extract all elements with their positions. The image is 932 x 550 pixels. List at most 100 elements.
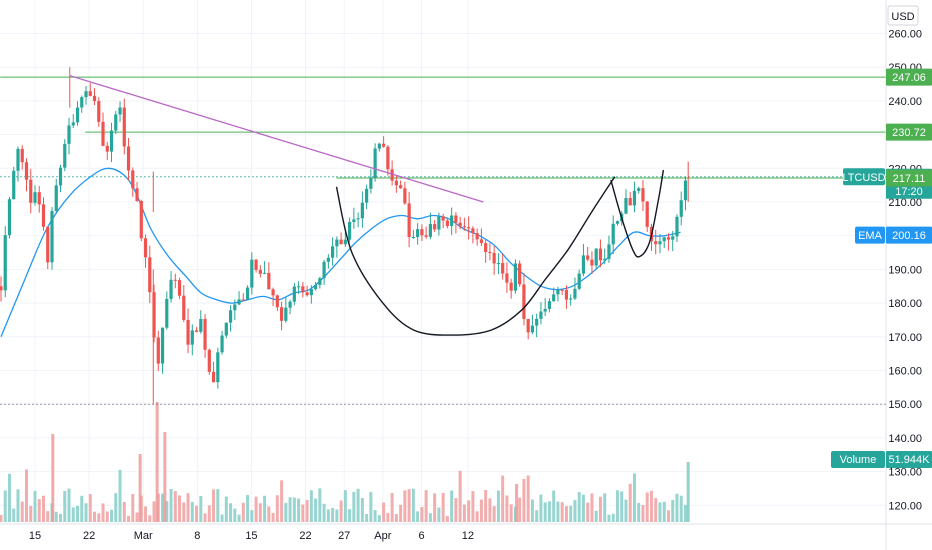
volume-bar — [496, 490, 500, 522]
candle-body — [207, 349, 211, 372]
candle-body — [318, 278, 322, 285]
volume-bar — [203, 513, 207, 522]
candle-body — [467, 227, 471, 229]
candles — [0, 67, 689, 405]
volume-spike — [51, 434, 55, 522]
candle-body — [615, 221, 620, 224]
volume-bar — [467, 500, 471, 522]
candle-body — [577, 273, 581, 289]
volume-bar — [301, 504, 305, 522]
volume-bar — [331, 507, 335, 522]
trendline[interactable] — [69, 75, 484, 203]
candle-body — [267, 272, 271, 290]
price-axis[interactable]: 260.00250.00240.00230.00220.00210.00200.… — [888, 29, 922, 513]
candle-body — [581, 255, 586, 274]
candle-body — [369, 177, 373, 189]
candle-body — [54, 185, 58, 212]
candle-body — [458, 222, 462, 227]
candle-body — [484, 243, 488, 252]
candle-body — [424, 235, 428, 237]
volume-bar — [229, 503, 233, 522]
candle-body — [109, 130, 114, 152]
candle-body — [84, 91, 88, 98]
volume-bar — [607, 514, 611, 522]
candle-body — [488, 251, 492, 253]
handle-curve[interactable] — [610, 169, 665, 258]
candle-body — [148, 257, 152, 293]
candle-body — [118, 107, 122, 115]
volume-bar — [471, 491, 475, 522]
candle-body — [603, 258, 607, 261]
candle-body — [454, 215, 458, 223]
volume-bar — [178, 495, 182, 522]
candle-body — [607, 244, 611, 259]
candle-body — [475, 233, 479, 240]
volume-bar — [611, 513, 615, 522]
candle-body — [683, 180, 688, 201]
candle-body — [509, 282, 513, 291]
candle-body — [382, 143, 386, 147]
candle-body — [24, 162, 29, 180]
volume-bar — [173, 491, 177, 522]
volume-bar — [556, 501, 560, 522]
candle-body — [594, 248, 598, 266]
x-tick-label: 27 — [338, 530, 350, 542]
y-tick-label: 180.00 — [888, 298, 922, 310]
volume-bar — [675, 493, 679, 522]
volume-bar — [224, 496, 228, 522]
volume-bar — [237, 514, 241, 522]
volume-bar — [348, 509, 352, 522]
price-label-level-217[interactable]: 217.11 — [886, 169, 932, 187]
volume-bar — [326, 509, 330, 522]
candle-body — [390, 169, 394, 181]
candle-body — [462, 226, 467, 228]
volume-tag: Volume — [840, 454, 877, 466]
candle-body — [624, 198, 628, 214]
candle-body — [105, 145, 109, 152]
candle-body — [250, 259, 254, 288]
cup-curve[interactable] — [335, 176, 616, 336]
y-tick-label: 260.00 — [888, 29, 922, 41]
candle-body — [590, 259, 594, 266]
volume-bar — [365, 514, 369, 522]
volume-bar — [76, 505, 80, 522]
candle-body — [428, 224, 432, 237]
candle-body — [88, 91, 92, 96]
volume-spike — [686, 462, 690, 522]
volume-bar — [458, 470, 462, 522]
candle-body — [386, 146, 390, 170]
candle-body — [309, 289, 313, 296]
candle-body — [420, 229, 424, 236]
candle-body — [114, 114, 118, 131]
volume-bar — [182, 502, 186, 522]
volume-bar — [24, 469, 28, 522]
candle-body — [101, 121, 105, 146]
volume-bar — [199, 495, 203, 522]
candle-body — [628, 198, 632, 206]
price-label-level-247[interactable]: 247.06 — [886, 68, 932, 86]
price-label-level-230[interactable]: 230.72 — [886, 123, 932, 141]
volume-bar — [454, 498, 458, 522]
volume-bar — [29, 506, 33, 522]
candle-body — [305, 292, 309, 296]
horizontal-levels — [0, 76, 886, 405]
currency-label: USD — [891, 11, 914, 23]
volume-spike — [515, 484, 519, 522]
ema-line — [0, 167, 681, 338]
candle-body — [437, 216, 441, 230]
candle-body — [296, 286, 301, 288]
candle-body — [169, 279, 173, 299]
volume-bar — [666, 510, 670, 522]
volume-bar — [441, 492, 445, 522]
candle-body — [50, 211, 54, 263]
volume-bar — [46, 511, 50, 522]
candle-body — [275, 295, 279, 308]
candle-body — [339, 239, 343, 245]
volume-legend[interactable]: Volume 51.944K — [831, 451, 932, 468]
volume-bar — [33, 491, 37, 522]
x-tick-label: Mar — [134, 530, 153, 542]
time-axis[interactable]: 15 22 Mar 8 15 22 27 Apr 6 12 — [29, 530, 474, 542]
currency-badge[interactable]: USD — [887, 5, 919, 26]
price-label-ema[interactable]: 200.16 EMA — [855, 226, 932, 244]
